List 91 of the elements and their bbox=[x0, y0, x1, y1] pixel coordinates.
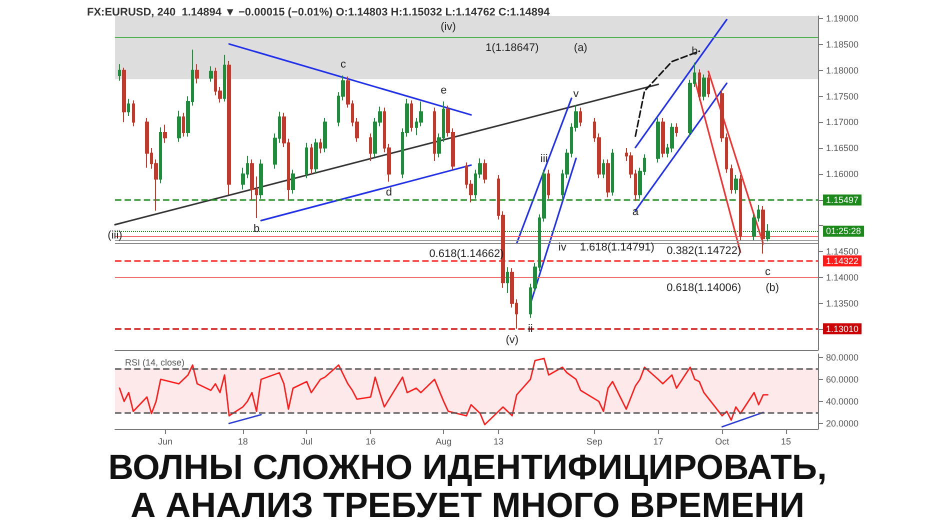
candlestick bbox=[127, 98, 130, 116]
candlestick bbox=[319, 138, 322, 154]
candlestick bbox=[611, 148, 614, 196]
annotation: 0.382(1.14722) bbox=[666, 245, 742, 258]
y-tick-label: 1.14000 bbox=[826, 272, 859, 283]
text: ВОЛНЫ СЛОЖНО ИДЕНТИФИЦИРОВАТЬ, А АНАЛИЗ ТРЕБУЕТ МНОГО ВРЕМЕНИ bbox=[107, 448, 828, 525]
annotation: (a) bbox=[574, 42, 588, 54]
y-tick-label: 1.18500 bbox=[826, 39, 859, 50]
y-tick-label: 1.17000 bbox=[826, 117, 859, 128]
candlestick bbox=[182, 112, 185, 138]
candlestick bbox=[707, 74, 710, 98]
candlestick bbox=[761, 206, 765, 254]
candlestick bbox=[734, 174, 738, 194]
annotation: a bbox=[632, 206, 640, 218]
annotation: 1(1.18647) bbox=[486, 42, 539, 54]
candlestick bbox=[209, 66, 213, 82]
annotation: v bbox=[573, 88, 580, 100]
annotation: e bbox=[440, 84, 447, 96]
candlestick bbox=[606, 158, 610, 198]
candlestick bbox=[323, 118, 327, 153]
candlestick bbox=[369, 133, 372, 162]
candlestick bbox=[305, 142, 308, 179]
ref-line-label: 01:25:28 bbox=[826, 226, 862, 236]
annotation: 0.618(1.14006) bbox=[666, 282, 742, 294]
candlestick bbox=[314, 138, 318, 174]
annotation: (b) bbox=[766, 282, 780, 294]
y-tick-label: 1.19000 bbox=[826, 14, 859, 24]
x-tick-label: 15 bbox=[781, 436, 792, 446]
annotation: d bbox=[386, 186, 392, 199]
annotation: iv bbox=[558, 242, 567, 254]
candlestick bbox=[177, 110, 181, 142]
y-tick-label: 1.17500 bbox=[826, 91, 859, 102]
x-tick-label: 17 bbox=[653, 436, 664, 446]
candlestick bbox=[159, 126, 162, 184]
candlestick bbox=[132, 100, 135, 127]
annotation: iii bbox=[540, 152, 548, 165]
line-series bbox=[118, 358, 768, 426]
y-tick-label: 1.16500 bbox=[826, 143, 859, 154]
annotation: c bbox=[765, 266, 772, 278]
chart-title: FX:EURUSD, 240 1.14894 ▼ −0.00015 (−0.01%) O:1.14803 H:1.15032 L:1.14762 C:1.14894 bbox=[87, 6, 551, 18]
y-tick-label: 40.0000 bbox=[826, 396, 859, 406]
chart-title: RSI (14, close) bbox=[125, 358, 185, 368]
y-tick-label: 1.16000 bbox=[826, 168, 859, 179]
annotation: c bbox=[340, 58, 346, 71]
candlestick bbox=[433, 107, 436, 162]
candlestick bbox=[739, 174, 742, 241]
candlestick bbox=[661, 118, 665, 158]
annotation: b bbox=[253, 222, 260, 235]
candlestick bbox=[766, 224, 770, 242]
y-tick-label: 20.0000 bbox=[826, 418, 859, 428]
x-tick-label: Sep bbox=[586, 436, 602, 446]
candlestick bbox=[410, 100, 413, 132]
x-tick-label: Jul bbox=[300, 436, 312, 446]
candlestick bbox=[702, 74, 706, 101]
ref-line-label: 1.15497 bbox=[826, 194, 859, 205]
y-tick-label: 1.14500 bbox=[826, 246, 859, 257]
x-tick-label: 18 bbox=[238, 436, 248, 446]
candlestick bbox=[602, 158, 605, 179]
candlestick bbox=[195, 64, 199, 84]
candlestick bbox=[291, 169, 295, 194]
candlestick bbox=[656, 118, 660, 164]
y-tick-label: 60.0000 bbox=[826, 374, 859, 384]
ref-line-label: 1.13010 bbox=[826, 324, 859, 334]
candlestick bbox=[698, 68, 701, 101]
x-tick-label: Jun bbox=[158, 436, 172, 446]
x-tick-label: 16 bbox=[366, 436, 376, 446]
candlestick bbox=[675, 122, 678, 138]
candlestick bbox=[483, 158, 487, 184]
x-tick-label: Oct bbox=[715, 436, 730, 446]
candlestick bbox=[579, 107, 582, 127]
candlestick bbox=[145, 118, 149, 168]
candlestick bbox=[122, 67, 126, 123]
y-tick-label: 80.0000 bbox=[826, 352, 859, 362]
x-tick-label: 13 bbox=[493, 436, 504, 446]
candlestick bbox=[310, 143, 313, 174]
y-tick-label: 1.13500 bbox=[826, 298, 859, 308]
annotation: (iii) bbox=[108, 230, 122, 242]
annotation: (v) bbox=[506, 334, 519, 346]
x-tick-label: Aug bbox=[436, 436, 452, 446]
candlestick bbox=[118, 64, 121, 82]
candlestick bbox=[506, 266, 509, 294]
candlestick bbox=[547, 169, 550, 200]
candlestick bbox=[259, 158, 263, 200]
y-tick-label: 1.18000 bbox=[826, 65, 859, 76]
candlestick bbox=[223, 54, 226, 102]
candlestick bbox=[227, 60, 231, 196]
annotation: (iv) bbox=[440, 21, 456, 33]
annotation: 1.618(1.14791) bbox=[580, 242, 654, 254]
candlestick bbox=[163, 124, 167, 144]
candlestick bbox=[730, 164, 733, 194]
ref-line-label: 1.14322 bbox=[826, 256, 859, 266]
